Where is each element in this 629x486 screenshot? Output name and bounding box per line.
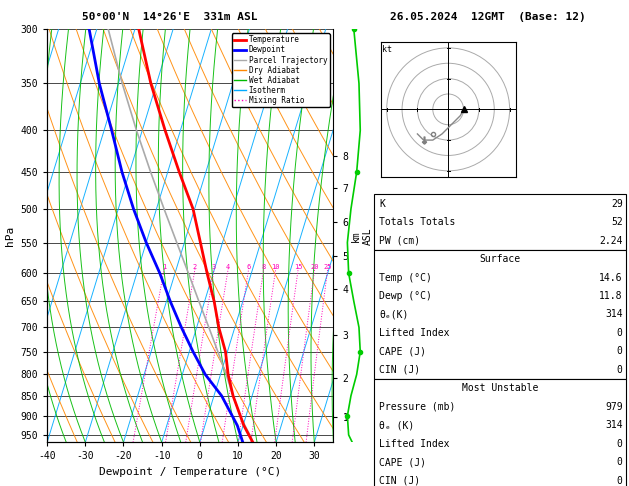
Text: 0: 0: [617, 328, 623, 338]
Text: PW (cm): PW (cm): [379, 236, 420, 245]
Text: Lifted Index: Lifted Index: [379, 328, 450, 338]
Text: 0: 0: [617, 365, 623, 375]
Text: Pressure (mb): Pressure (mb): [379, 402, 455, 412]
Text: CIN (J): CIN (J): [379, 365, 420, 375]
Text: LCL: LCL: [433, 435, 448, 444]
Text: © weatheronline.co.uk: © weatheronline.co.uk: [521, 474, 626, 484]
Text: 25: 25: [323, 264, 332, 270]
Text: Totals Totals: Totals Totals: [379, 217, 455, 227]
Text: Dewp (°C): Dewp (°C): [379, 291, 432, 301]
Text: 2.24: 2.24: [599, 236, 623, 245]
Y-axis label: hPa: hPa: [5, 226, 15, 246]
Text: Temp (°C): Temp (°C): [379, 273, 432, 282]
Text: Surface: Surface: [479, 254, 521, 264]
Text: 15: 15: [294, 264, 303, 270]
Text: kt: kt: [382, 45, 392, 54]
Text: 10: 10: [271, 264, 280, 270]
Text: 6: 6: [247, 264, 250, 270]
Text: Most Unstable: Most Unstable: [462, 383, 538, 393]
Text: θₑ(K): θₑ(K): [379, 310, 409, 319]
Text: 314: 314: [605, 310, 623, 319]
Text: 1: 1: [162, 264, 166, 270]
Legend: Temperature, Dewpoint, Parcel Trajectory, Dry Adiabat, Wet Adiabat, Isotherm, Mi: Temperature, Dewpoint, Parcel Trajectory…: [232, 33, 330, 107]
Text: 8: 8: [262, 264, 265, 270]
Text: 0: 0: [617, 347, 623, 356]
Text: 0: 0: [617, 476, 623, 486]
Text: 3: 3: [212, 264, 216, 270]
X-axis label: Dewpoint / Temperature (°C): Dewpoint / Temperature (°C): [99, 467, 281, 477]
Text: 2: 2: [192, 264, 197, 270]
Text: 52: 52: [611, 217, 623, 227]
Text: θₑ (K): θₑ (K): [379, 420, 415, 430]
Text: CAPE (J): CAPE (J): [379, 347, 426, 356]
Text: 29: 29: [611, 199, 623, 208]
Y-axis label: km
ASL: km ASL: [351, 227, 372, 244]
Text: 14.6: 14.6: [599, 273, 623, 282]
Text: 0: 0: [617, 439, 623, 449]
Text: CIN (J): CIN (J): [379, 476, 420, 486]
Text: 26.05.2024  12GMT  (Base: 12): 26.05.2024 12GMT (Base: 12): [389, 12, 586, 22]
Text: 0: 0: [617, 457, 623, 467]
Text: K: K: [379, 199, 385, 208]
Text: 979: 979: [605, 402, 623, 412]
Text: 50°00'N  14°26'E  331m ASL: 50°00'N 14°26'E 331m ASL: [82, 12, 258, 22]
Text: 4: 4: [226, 264, 230, 270]
Text: CAPE (J): CAPE (J): [379, 457, 426, 467]
Text: Lifted Index: Lifted Index: [379, 439, 450, 449]
Text: 20: 20: [310, 264, 319, 270]
Text: 314: 314: [605, 420, 623, 430]
Text: 11.8: 11.8: [599, 291, 623, 301]
